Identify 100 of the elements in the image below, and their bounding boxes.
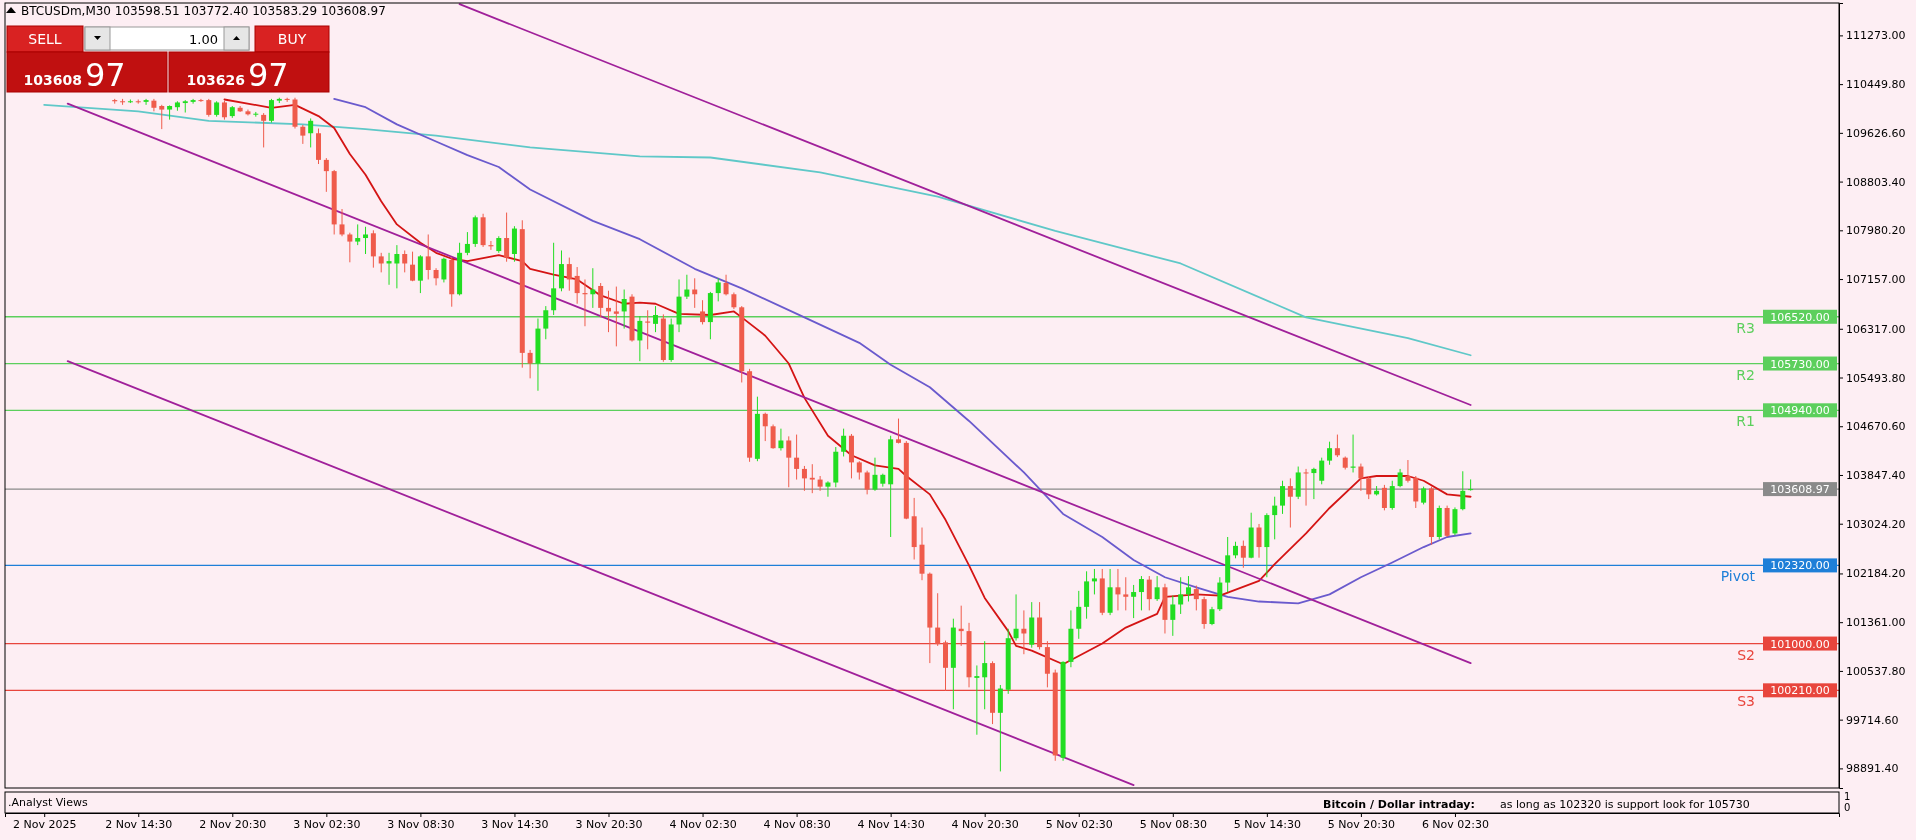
candlestick — [598, 282, 604, 318]
y-tick-label: 103024.20 — [1846, 517, 1906, 531]
annotation: 106520.00 — [1770, 310, 1830, 324]
y-tick-label: 103847.40 — [1846, 469, 1906, 482]
candlestick — [198, 98, 204, 103]
candlestick — [1366, 475, 1372, 500]
x-tick-label: 3 Nov 14:30 — [481, 817, 549, 831]
candlestick — [809, 463, 815, 494]
candlestick — [159, 104, 165, 130]
x-tick-label: 2 Nov 14:30 — [105, 817, 173, 831]
annotation: 103608.97 — [1770, 483, 1830, 497]
text: 0 — [1844, 802, 1851, 813]
y-tick-label: 101361.00 — [1846, 616, 1906, 630]
candlestick — [1303, 468, 1309, 507]
text: Bitcoin / Dollar intraday: — [1323, 798, 1475, 811]
y-tick-label: 107980.20 — [1846, 224, 1906, 238]
candlestick — [1115, 568, 1121, 611]
y-tick-label: 99714.60 — [1846, 713, 1899, 727]
annotation: SELL — [28, 31, 62, 47]
y-tick-label: 106317.00 — [1846, 322, 1906, 336]
candlestick — [339, 208, 345, 237]
candlestick — [527, 349, 533, 379]
candlestick — [1405, 459, 1411, 484]
candlestick — [801, 465, 807, 492]
candlestick — [574, 266, 580, 305]
candlestick — [653, 305, 659, 333]
x-tick-label: 5 Nov 14:30 — [1233, 817, 1301, 831]
candlestick — [1413, 475, 1419, 509]
candlestick — [935, 592, 941, 647]
x-tick-label: 4 Nov 02:30 — [669, 817, 737, 831]
x-tick-label: 4 Nov 08:30 — [763, 817, 831, 831]
candlestick — [135, 99, 141, 105]
candlestick — [1131, 584, 1137, 619]
candlestick — [1280, 480, 1286, 515]
y-tick-label: 109626.60 — [1846, 126, 1906, 140]
candlestick — [786, 435, 792, 488]
x-tick-label: 4 Nov 20:30 — [951, 817, 1019, 831]
candlestick — [464, 231, 470, 256]
candlestick — [394, 244, 400, 289]
candlestick — [1468, 478, 1474, 492]
candlestick — [700, 299, 706, 325]
candlestick — [308, 117, 314, 148]
candlestick — [441, 257, 447, 283]
candlestick — [378, 252, 384, 273]
candlestick — [1272, 496, 1278, 540]
candlestick — [1193, 585, 1199, 611]
candlestick — [363, 226, 369, 255]
candlestick — [645, 309, 651, 350]
candlestick — [1397, 468, 1403, 488]
candlestick — [1240, 540, 1246, 569]
y-tick-label: 108803.40 — [1846, 175, 1906, 189]
line-series — [43, 103, 1472, 357]
candlestick — [684, 274, 690, 300]
y-tick-label: 107157.00 — [1846, 273, 1906, 287]
candlestick — [794, 434, 800, 481]
x-tick-label: 5 Nov 20:30 — [1327, 817, 1395, 831]
candlestick — [1327, 441, 1333, 466]
candlestick — [1389, 480, 1395, 511]
candlestick — [1334, 434, 1340, 458]
x-tick-label: 5 Nov 08:30 — [1139, 817, 1207, 831]
text: as long as 102320 is support look for 105730 — [1500, 798, 1750, 811]
x-tick-label: 4 Nov 14:30 — [857, 817, 925, 831]
candlestick — [715, 277, 721, 302]
chart-title: BTCUSDm,M30 103598.51 103772.40 103583.29 103608.97 — [21, 4, 386, 18]
candlestick — [402, 249, 408, 273]
ref-line-label: R3 — [1736, 319, 1755, 336]
annotation: 103608 — [23, 72, 82, 88]
candlestick — [1381, 484, 1387, 511]
candlestick — [433, 267, 439, 286]
x-tick-label: 2 Nov 2025 — [12, 817, 77, 831]
candlestick — [1319, 457, 1325, 485]
candlestick — [856, 460, 862, 481]
candlestick — [637, 315, 643, 362]
candlestick — [723, 274, 729, 296]
candlestick — [323, 157, 329, 193]
candlestick — [1013, 593, 1019, 642]
annotation: 104940.00 — [1770, 404, 1830, 418]
candlestick — [974, 664, 980, 736]
candlestick — [1358, 463, 1364, 492]
text: .Analyst Views — [8, 796, 88, 809]
candlestick — [355, 223, 361, 246]
candlestick — [1178, 576, 1184, 615]
candlestick — [817, 475, 823, 492]
ref-line-label: S3 — [1737, 693, 1755, 710]
candlestick — [762, 412, 768, 442]
candlestick — [300, 124, 306, 145]
annotation: 103626 — [186, 72, 245, 88]
candlestick — [1170, 595, 1176, 637]
annotation: 105730.00 — [1770, 357, 1830, 371]
candlestick — [1287, 477, 1293, 529]
y-tick-label: 102184.20 — [1846, 567, 1906, 581]
candlestick — [621, 289, 627, 330]
annotation: 97 — [248, 56, 289, 94]
annotation: 101000.00 — [1770, 637, 1830, 651]
ref-line-label: Pivot — [1720, 568, 1756, 585]
candlestick — [425, 233, 431, 280]
y-tick-label: 98891.40 — [1846, 762, 1899, 776]
ref-line-label: R1 — [1736, 413, 1755, 430]
candlestick — [770, 424, 776, 450]
candlestick — [182, 99, 188, 114]
